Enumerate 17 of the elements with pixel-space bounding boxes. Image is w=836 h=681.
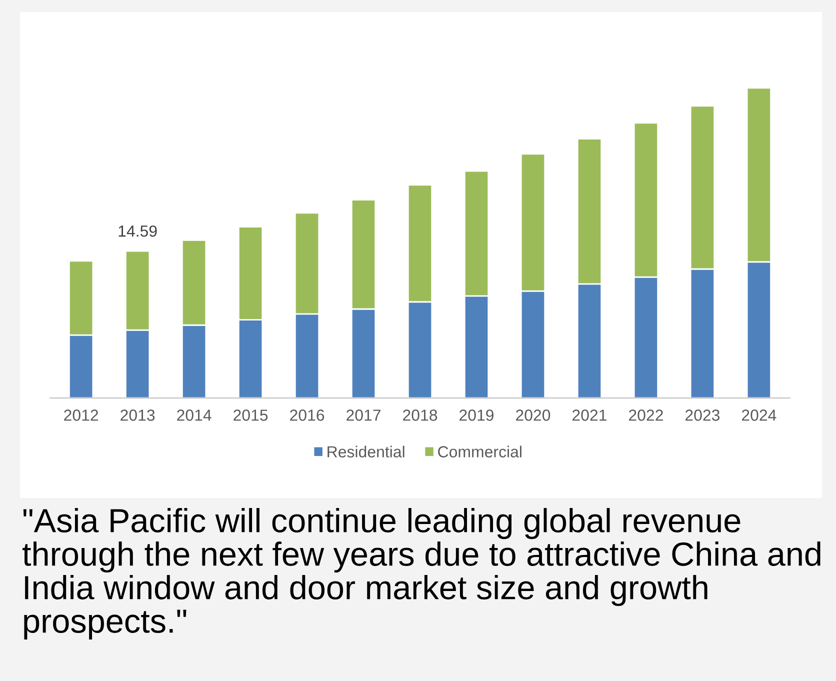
annotation: 14.59	[118, 225, 157, 237]
x-tick-label: 2015	[234, 410, 268, 421]
x-tick-label: 2022	[628, 410, 663, 421]
legend-label: Commercial	[438, 446, 522, 458]
x-tick-label: 2021	[572, 410, 606, 421]
x-tick-label: 2024	[742, 410, 776, 421]
x-tick-label: 2023	[685, 410, 720, 421]
x-tick-label: 2012	[64, 410, 98, 421]
legend-label: Residential	[328, 446, 404, 458]
x-tick-label: 2014	[177, 410, 212, 421]
text: "Asia Pacific will continue leading global revenue through the next few years due to attractive China and India window and door market size and growth prospects."	[22, 508, 820, 640]
x-tick-label: 2020	[516, 410, 550, 421]
x-tick-label: 2013	[120, 410, 155, 421]
x-tick-label: 2017	[346, 410, 380, 421]
x-tick-label: 2019	[460, 410, 494, 421]
x-tick-label: 2016	[290, 410, 324, 421]
x-tick-label: 2018	[403, 410, 438, 421]
